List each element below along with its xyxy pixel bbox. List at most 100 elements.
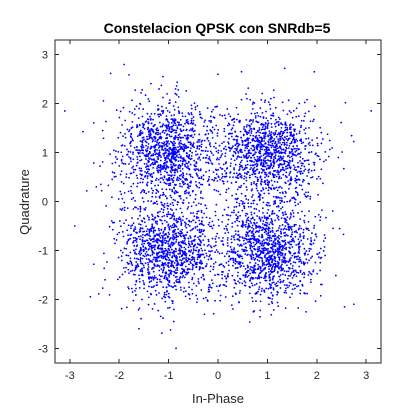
data-point <box>158 195 161 198</box>
data-point <box>135 174 138 177</box>
data-point <box>256 203 258 206</box>
data-point <box>176 170 179 173</box>
data-point <box>166 215 169 218</box>
data-point <box>128 156 130 158</box>
data-point <box>123 247 126 250</box>
data-point <box>262 248 265 251</box>
data-point <box>270 291 273 294</box>
data-point <box>272 203 275 205</box>
data-point <box>302 141 305 144</box>
data-point <box>168 176 171 179</box>
data-point <box>195 294 198 297</box>
data-point <box>175 347 177 350</box>
data-point <box>185 197 188 199</box>
data-point <box>312 120 314 123</box>
data-point <box>163 252 166 255</box>
data-point <box>160 219 163 222</box>
data-point <box>242 200 244 203</box>
data-point <box>238 163 241 166</box>
data-point <box>160 275 162 278</box>
data-point <box>260 122 263 125</box>
data-point <box>324 254 327 257</box>
data-point <box>163 266 166 269</box>
data-point <box>267 149 269 152</box>
data-point <box>192 189 194 192</box>
data-point <box>253 146 256 149</box>
data-point <box>282 273 284 276</box>
data-point <box>306 238 309 240</box>
data-point <box>155 233 158 236</box>
data-point <box>290 140 293 143</box>
data-point <box>285 141 288 144</box>
data-point <box>293 287 296 290</box>
data-point <box>150 82 152 85</box>
data-point <box>194 263 197 265</box>
data-point <box>157 256 160 259</box>
data-point <box>248 292 251 295</box>
data-point <box>147 159 149 162</box>
data-point <box>232 261 235 264</box>
data-point <box>176 169 179 171</box>
data-point <box>303 273 306 276</box>
data-point <box>255 224 258 227</box>
data-point <box>272 176 275 179</box>
data-point <box>295 149 298 152</box>
data-point <box>207 288 210 291</box>
data-point <box>173 215 176 218</box>
data-point <box>267 143 270 146</box>
data-point <box>227 133 230 135</box>
data-point <box>228 250 231 253</box>
data-point <box>129 135 132 138</box>
data-point <box>276 169 279 172</box>
data-point <box>196 215 198 218</box>
data-point <box>99 165 101 168</box>
data-point <box>247 216 250 219</box>
data-point <box>260 178 263 181</box>
data-point <box>288 183 291 186</box>
data-point <box>307 191 310 194</box>
data-point <box>334 274 337 277</box>
data-point <box>189 185 192 188</box>
data-point <box>290 142 293 145</box>
data-point <box>289 251 292 254</box>
data-point <box>150 158 153 161</box>
data-point <box>141 227 144 230</box>
data-point <box>239 186 242 189</box>
data-point <box>156 264 159 266</box>
data-point <box>273 122 276 125</box>
data-point <box>283 247 286 250</box>
data-point <box>179 156 182 159</box>
data-point <box>257 121 260 124</box>
data-point <box>267 141 270 144</box>
data-point <box>175 259 177 262</box>
data-point <box>220 240 223 242</box>
data-point <box>249 272 252 275</box>
data-point <box>180 224 183 227</box>
data-point <box>267 217 270 220</box>
data-point <box>166 92 168 95</box>
data-point <box>133 146 136 149</box>
data-point <box>259 269 262 272</box>
data-point <box>286 144 288 146</box>
data-point <box>217 73 219 76</box>
data-point <box>219 156 222 159</box>
data-point <box>117 136 120 139</box>
data-point <box>259 281 261 284</box>
data-point <box>145 230 148 233</box>
data-point <box>252 137 255 140</box>
data-point <box>296 258 298 261</box>
data-point <box>310 240 313 243</box>
data-point <box>209 245 212 247</box>
data-point <box>276 171 279 174</box>
data-point <box>282 131 284 133</box>
data-point <box>149 118 152 121</box>
data-point <box>229 150 231 152</box>
data-point <box>151 268 153 270</box>
data-point <box>137 207 139 210</box>
data-point <box>241 236 244 239</box>
data-point <box>175 238 178 241</box>
data-point <box>207 179 210 181</box>
data-point <box>274 157 277 160</box>
data-point <box>261 287 263 290</box>
data-point <box>266 212 269 215</box>
